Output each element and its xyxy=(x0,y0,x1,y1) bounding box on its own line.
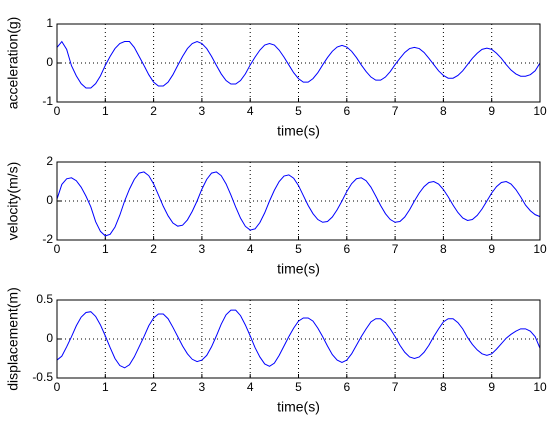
y-tick-label: 2 xyxy=(46,154,53,168)
axes-box xyxy=(56,23,541,103)
x-tick-label: 0 xyxy=(54,380,61,394)
axes-box xyxy=(56,161,541,241)
x-tick-label: 9 xyxy=(488,242,495,256)
x-tick-label: 1 xyxy=(102,242,109,256)
x-tick-label: 1 xyxy=(102,104,109,118)
y-axis-label: acceleration(g) xyxy=(5,17,21,110)
x-tick-label: 6 xyxy=(343,380,350,394)
y-tick-label: -0.5 xyxy=(32,370,53,384)
data-line xyxy=(56,171,541,237)
x-tick-label: 2 xyxy=(150,104,157,118)
x-tick-label: 10 xyxy=(533,380,547,394)
x-tick-label: 4 xyxy=(247,380,254,394)
x-tick-label: 9 xyxy=(488,380,495,394)
x-tick-label: 7 xyxy=(392,242,399,256)
x-axis-label: time(s) xyxy=(277,123,320,139)
y-tick-label: 1 xyxy=(46,16,53,30)
y-axis-label: displacement(m) xyxy=(5,287,21,390)
x-tick-label: 6 xyxy=(343,242,350,256)
x-tick-label: 10 xyxy=(533,242,547,256)
data-line xyxy=(56,40,541,89)
x-tick-label: 4 xyxy=(247,242,254,256)
data-line xyxy=(56,309,541,369)
x-tick-label: 7 xyxy=(392,380,399,394)
x-tick-label: 7 xyxy=(392,104,399,118)
y-tick-label: 0.5 xyxy=(36,292,53,306)
x-tick-label: 10 xyxy=(533,104,547,118)
x-tick-label: 3 xyxy=(199,104,206,118)
x-tick-label: 0 xyxy=(54,242,61,256)
x-tick-label: 2 xyxy=(150,242,157,256)
x-tick-label: 1 xyxy=(102,380,109,394)
axes-box xyxy=(56,299,541,379)
x-axis-label: time(s) xyxy=(277,261,320,277)
y-tick-label: 0 xyxy=(46,55,53,69)
x-tick-label: 3 xyxy=(199,380,206,394)
y-tick-label: -1 xyxy=(42,94,53,108)
x-tick-label: 3 xyxy=(199,242,206,256)
x-tick-label: 9 xyxy=(488,104,495,118)
x-tick-label: 6 xyxy=(343,104,350,118)
x-axis-label: time(s) xyxy=(277,399,320,415)
x-tick-label: 5 xyxy=(295,104,302,118)
y-axis-label: velocity(m/s) xyxy=(5,162,21,241)
x-tick-label: 8 xyxy=(440,242,447,256)
x-tick-label: 0 xyxy=(54,104,61,118)
y-tick-label: 0 xyxy=(46,193,53,207)
y-tick-label: 0 xyxy=(46,331,53,345)
x-tick-label: 5 xyxy=(295,380,302,394)
y-tick-label: -2 xyxy=(42,232,53,246)
x-tick-label: 4 xyxy=(247,104,254,118)
x-tick-label: 5 xyxy=(295,242,302,256)
x-tick-label: 2 xyxy=(150,380,157,394)
x-tick-label: 8 xyxy=(440,380,447,394)
x-tick-label: 8 xyxy=(440,104,447,118)
